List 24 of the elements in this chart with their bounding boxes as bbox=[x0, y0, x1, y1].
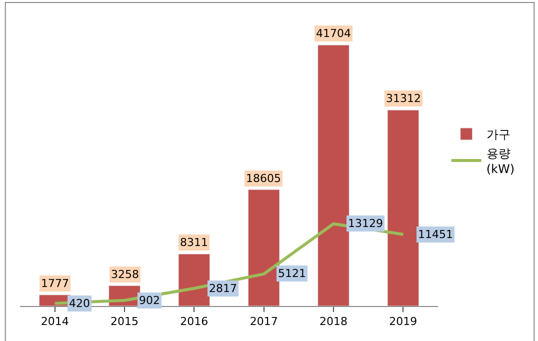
data-label: 31312 bbox=[386, 92, 421, 105]
x-tick-label: 2015 bbox=[110, 315, 138, 328]
bar bbox=[387, 110, 420, 306]
x-tick-label: 2017 bbox=[250, 315, 278, 328]
data-label: 1777 bbox=[41, 277, 69, 290]
x-tick-label: 2016 bbox=[180, 315, 208, 328]
x-tick-label: 2014 bbox=[40, 315, 69, 328]
data-label: 8311 bbox=[180, 236, 208, 249]
bar bbox=[178, 254, 210, 306]
data-label: 41704 bbox=[316, 27, 351, 40]
data-label: 2817 bbox=[209, 282, 237, 295]
legend-label: 용량 (kW) bbox=[486, 146, 515, 176]
data-label: 11451 bbox=[418, 228, 453, 241]
data-label: 420 bbox=[69, 297, 90, 310]
data-label: 902 bbox=[139, 294, 160, 307]
data-label: 5121 bbox=[278, 267, 306, 280]
data-label: 18605 bbox=[246, 172, 281, 185]
x-tick-label: 2018 bbox=[320, 315, 348, 328]
x-tick-label: 2019 bbox=[389, 315, 418, 328]
data-label: 13129 bbox=[348, 217, 383, 230]
legend-label: 가구 bbox=[486, 128, 510, 142]
bar bbox=[248, 189, 280, 306]
data-label: 3258 bbox=[111, 268, 139, 281]
bar bbox=[318, 44, 350, 306]
